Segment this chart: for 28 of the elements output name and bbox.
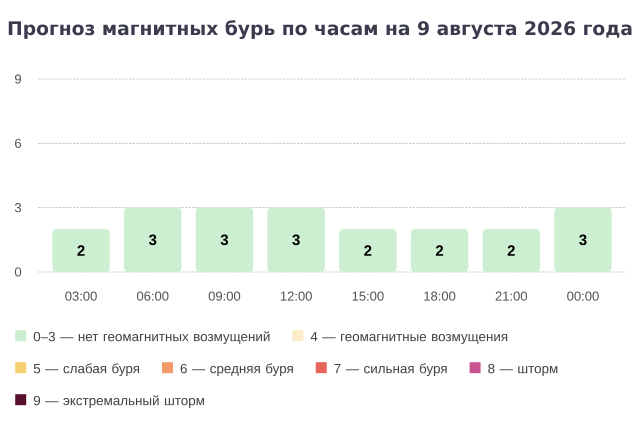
x-tick-label: 06:00 [136,292,168,301]
legend-label: 0–3 — нет геомагнитных возмущений [34,331,270,344]
data-label: 3 [220,234,228,246]
legend-label: 9 — экстремальный шторм [34,395,204,408]
data-label: 3 [292,234,300,246]
data-label: 3 [148,234,156,246]
legend-label: 5 — слабая буря [34,363,140,376]
x-tick-label: 12:00 [280,292,312,301]
legend-label: 4 — геомагнитные возмущения [310,332,508,344]
x-tick-label: 00:00 [567,292,599,301]
legend-label: 6 — средняя буря [180,363,293,376]
x-tick-label: 18:00 [424,292,456,301]
data-label: 3 [579,234,587,246]
legend-label: 8 — шторм [488,364,558,376]
data-label: 2 [77,245,85,256]
y-tick-label: 0 [14,267,22,277]
legend-label: 7 — сильная буря [334,363,447,376]
chart-title: Прогноз магнитных бурь по часам на 9 августа 2026 года [8,20,632,40]
data-label: 2 [508,245,515,256]
x-tick-label: 21:00 [496,292,528,301]
x-tick-label: 03:00 [65,292,97,301]
x-tick-label: 09:00 [208,292,240,301]
data-label: 2 [364,245,372,256]
y-tick-label: 6 [15,138,22,148]
x-tick-label: 15:00 [352,292,384,301]
y-tick-label: 9 [15,74,22,84]
data-label: 2 [436,245,444,256]
y-tick-label: 3 [14,203,22,212]
